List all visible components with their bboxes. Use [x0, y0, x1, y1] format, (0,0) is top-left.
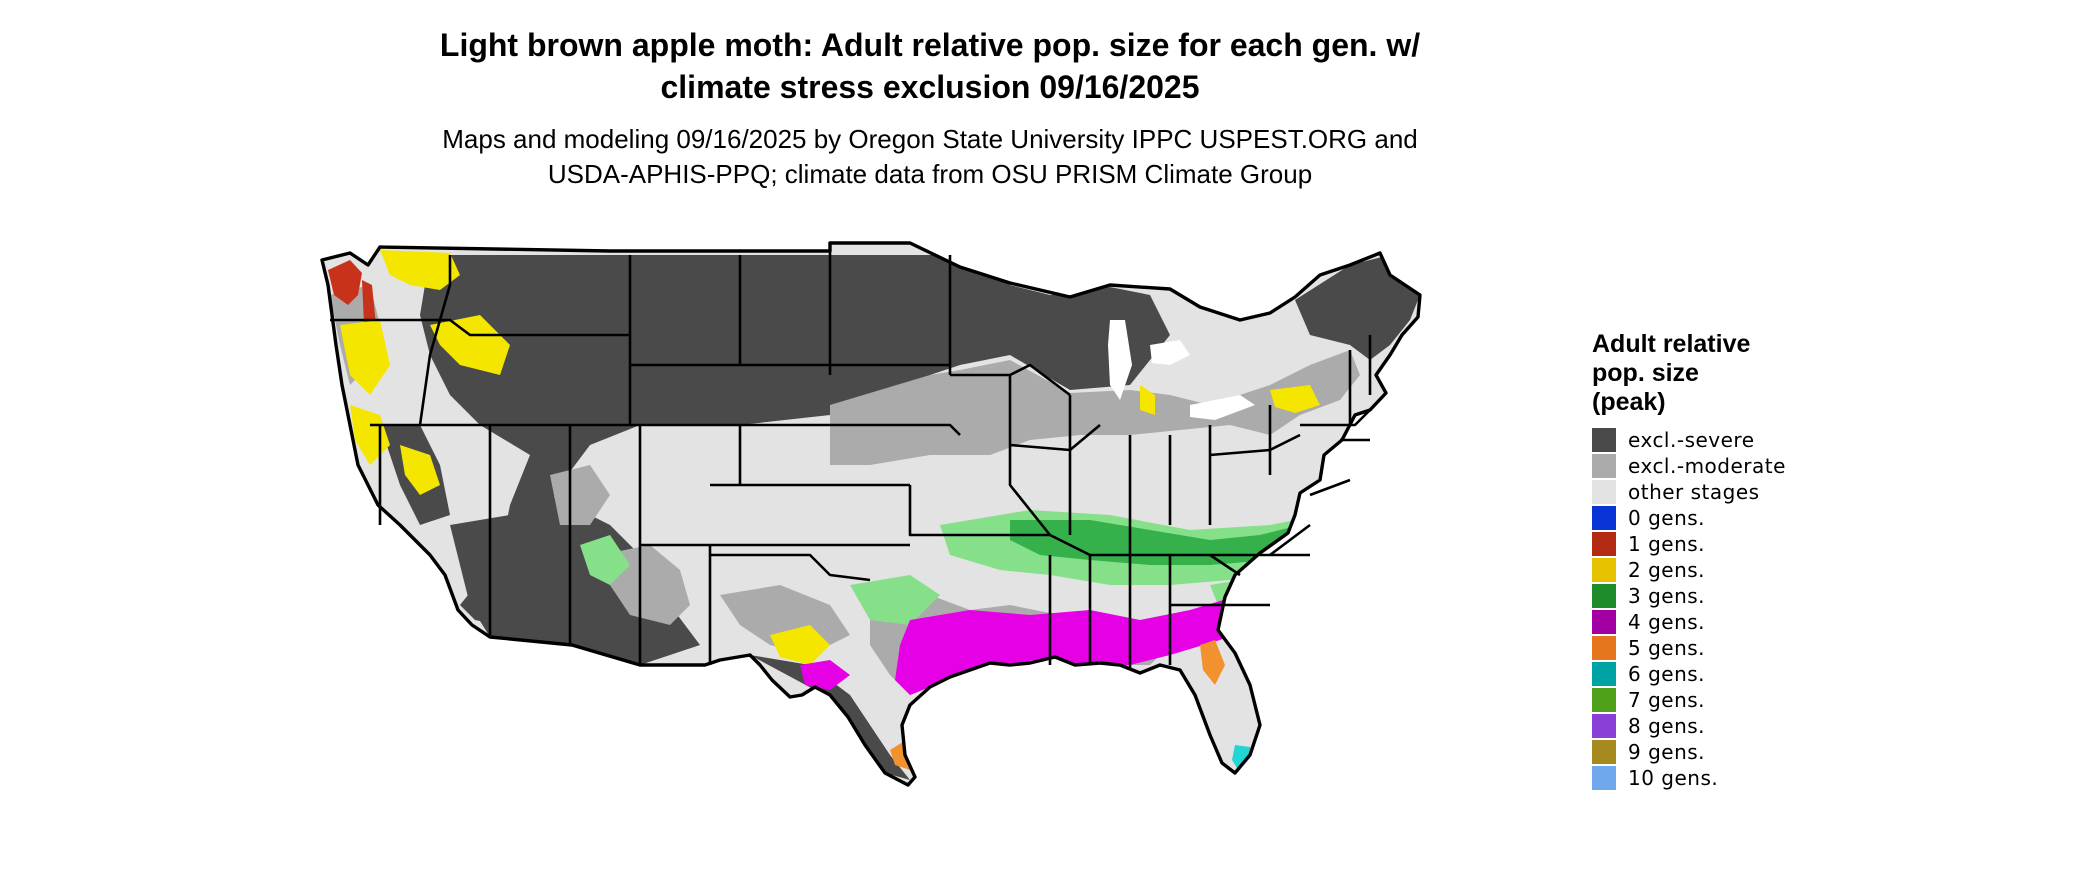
severe-region [750, 655, 910, 780]
legend-label: 1 gens. [1628, 532, 1706, 556]
legend-swatch [1592, 636, 1616, 660]
legend-label: other stages [1628, 480, 1760, 504]
great-lake [1150, 340, 1190, 365]
gen-2-region [1320, 505, 1370, 535]
legend-swatch [1592, 740, 1616, 764]
legend-item: 4 gens. [1592, 609, 1892, 635]
state-border-line [908, 485, 1050, 537]
legend-label: 5 gens. [1628, 636, 1706, 660]
legend-swatch [1592, 662, 1616, 686]
state-border-line [710, 553, 871, 582]
gen-2-region [380, 250, 460, 290]
map-title-line-2: climate stress exclusion 09/16/2025 [660, 69, 1200, 105]
legend-item: excl.-severe [1592, 427, 1892, 453]
legend-swatch [1592, 610, 1616, 634]
legend-item: 0 gens. [1592, 505, 1892, 531]
legend-label: 10 gens. [1628, 766, 1719, 790]
legend-item: 8 gens. [1592, 713, 1892, 739]
state-border-line [1008, 375, 1052, 536]
map-title-line-1: Light brown apple moth: Adult relative p… [439, 27, 1421, 63]
legend-swatch [1592, 532, 1616, 556]
moderate-region [830, 350, 1360, 465]
gen-5-region [890, 715, 1070, 770]
legend-swatch [1592, 688, 1616, 712]
gen-2-region [1390, 413, 1410, 425]
legend-swatch [1592, 584, 1616, 608]
legend-label: 6 gens. [1628, 662, 1706, 686]
gen-1-region [328, 260, 362, 305]
map-fill-layer [322, 243, 1438, 785]
state-border-line [1309, 478, 1351, 497]
us-map [310, 225, 1530, 890]
legend-item: excl.-moderate [1592, 453, 1892, 479]
legend-item: 2 gens. [1592, 557, 1892, 583]
state-borders [320, 241, 1422, 787]
gen-2-region [430, 315, 510, 375]
state-border-line [1209, 553, 1241, 577]
gen-2-region [1270, 385, 1320, 413]
legend-swatch [1592, 454, 1616, 478]
legend-item: 3 gens. [1592, 583, 1892, 609]
legend-label: 4 gens. [1628, 610, 1706, 634]
legend-title: Adult relative pop. size (peak) [1592, 330, 1892, 417]
map-subtitle: Maps and modeling 09/16/2025 by Oregon S… [300, 122, 1560, 192]
gen-1-region [1428, 330, 1438, 343]
legend-swatch [1592, 480, 1616, 504]
legend-swatch [1592, 428, 1616, 452]
great-lake [1190, 395, 1255, 420]
legend-label: 3 gens. [1628, 584, 1706, 608]
legend-item: 10 gens. [1592, 765, 1892, 791]
gen-2-region [1140, 385, 1155, 415]
us-outline [320, 241, 1422, 787]
state-border-line [1300, 409, 1371, 427]
legend-swatch [1592, 558, 1616, 582]
legend-title-line-3: (peak) [1592, 388, 1666, 416]
legend-swatch [1592, 506, 1616, 530]
legend-label: excl.-severe [1628, 428, 1755, 452]
state-border-line [740, 423, 961, 436]
legend-item: 9 gens. [1592, 739, 1892, 765]
legend-item: 6 gens. [1592, 661, 1892, 687]
legend-label: 2 gens. [1628, 558, 1706, 582]
gen-4-region [895, 595, 1270, 695]
legend-label: 0 gens. [1628, 506, 1706, 530]
gen-4-region [800, 660, 850, 690]
legend-label: 8 gens. [1628, 714, 1706, 738]
legend-title-line-2: pop. size [1592, 359, 1699, 387]
legend-swatch [1592, 766, 1616, 790]
map-subtitle-line-2: USDA-APHIS-PPQ; climate data from OSU PR… [547, 159, 1313, 189]
us-map-canvas [320, 241, 1438, 787]
map-title: Light brown apple moth: Adult relative p… [300, 24, 1560, 108]
gen-2-region [770, 625, 830, 665]
severe-region [450, 495, 700, 665]
gen-3-region-light [850, 575, 940, 625]
great-lake [1108, 320, 1132, 400]
legend-label: 7 gens. [1628, 688, 1706, 712]
legend-item: 5 gens. [1592, 635, 1892, 661]
legend-swatch [1592, 714, 1616, 738]
legend-item: 7 gens. [1592, 687, 1892, 713]
map-subtitle-line-1: Maps and modeling 09/16/2025 by Oregon S… [442, 124, 1418, 154]
gen-2-region [340, 320, 390, 395]
legend: Adult relative pop. size (peak) excl.-se… [1592, 330, 1892, 791]
legend-label: excl.-moderate [1628, 454, 1786, 478]
legend-label: 9 gens. [1628, 740, 1706, 764]
gen-5-region [1200, 640, 1225, 685]
state-border-line [950, 363, 1071, 397]
legend-items: excl.-severe excl.-moderate other stages 0 … [1592, 427, 1892, 791]
legend-item: other stages [1592, 479, 1892, 505]
state-border-line [1269, 523, 1311, 557]
gen-2-region [400, 445, 440, 495]
legend-title-line-1: Adult relative [1592, 330, 1751, 358]
gen-3-region-light [580, 535, 630, 585]
state-border-line [330, 318, 630, 337]
moderate-region [550, 465, 610, 525]
legend-item: 1 gens. [1592, 531, 1892, 557]
severe-region [420, 255, 1170, 625]
severe-region [1295, 255, 1420, 360]
